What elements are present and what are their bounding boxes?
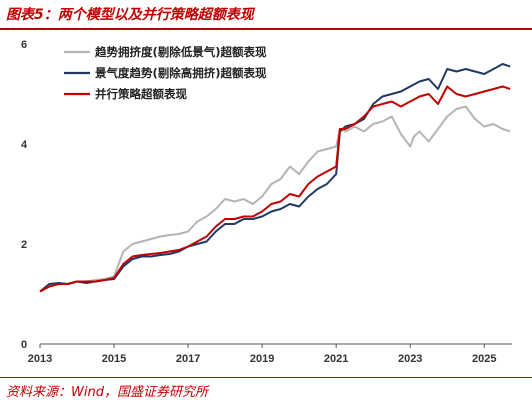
- series-line-1: [39, 105, 511, 293]
- title-divider: [0, 28, 532, 30]
- x-tick-label: 2025: [472, 353, 496, 365]
- x-tick-label: 2019: [250, 353, 274, 365]
- x-tick-label: 2013: [28, 353, 52, 365]
- y-tick-label: 0: [21, 339, 27, 351]
- series-line-3: [39, 85, 511, 293]
- series-line-2: [39, 63, 511, 293]
- y-tick-label: 2: [21, 239, 27, 251]
- x-tick-label: 2017: [176, 353, 200, 365]
- y-tick-label: 4: [21, 139, 28, 151]
- chart-lines: [39, 63, 511, 293]
- footer-divider: [0, 377, 532, 378]
- x-tick-label: 2023: [398, 353, 422, 365]
- y-tick-label: 6: [21, 39, 27, 51]
- source-note: 资料来源：Wind，国盛证券研究所: [6, 385, 208, 400]
- x-tick-label: 2015: [102, 353, 126, 365]
- chart-axes: 2013 2015 2017 2019 2021 2023 2025 0 2 4 6: [21, 39, 512, 365]
- legend-label-1: 趋势拥挤度(剔除低景气)超额表现: [95, 45, 267, 59]
- figure-title: 图表5：两个模型以及并行策略超额表现: [6, 7, 254, 23]
- line-chart: 2013 2015 2017 2019 2021 2023 2025 0 2 4 6 趋势拥挤度(剔…: [21, 39, 512, 365]
- x-tick-label: 2021: [324, 353, 348, 365]
- legend-label-2: 景气度趋势(剔除高拥挤)超额表现: [94, 66, 267, 80]
- legend-label-3: 并行策略超额表现: [95, 87, 187, 101]
